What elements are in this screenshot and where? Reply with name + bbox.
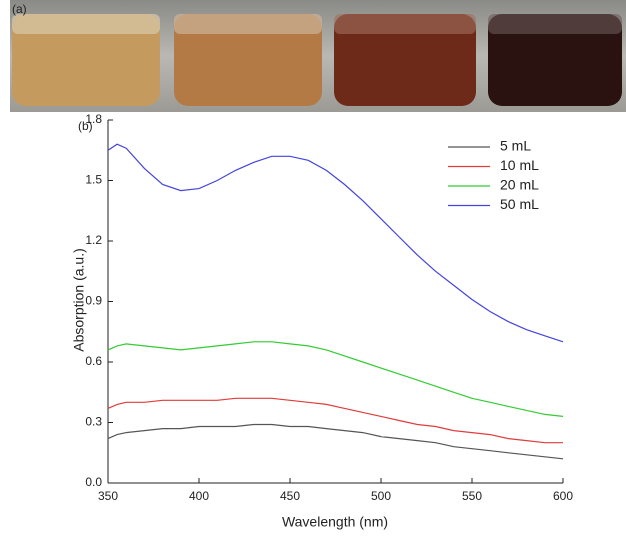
data-line — [107, 341, 564, 417]
jar — [174, 14, 322, 106]
y-tick-label: 0.3 — [85, 415, 102, 429]
panel-label: (b) — [78, 119, 93, 133]
y-tick-label: 0.9 — [85, 294, 102, 308]
y-tick-label: 0.0 — [85, 475, 102, 489]
legend-label: 5 mL — [500, 138, 531, 154]
x-tick-label: 600 — [553, 489, 573, 503]
data-line — [107, 143, 564, 343]
data-line — [107, 397, 563, 444]
jar-neck — [334, 14, 476, 34]
x-tick-label: 550 — [462, 489, 482, 503]
y-tick-label: 1.2 — [85, 233, 102, 247]
jar — [488, 14, 622, 106]
legend-label: 10 mL — [500, 157, 539, 173]
x-tick-label: 500 — [371, 489, 391, 503]
jar-neck — [174, 14, 322, 34]
panel-label: (a) — [12, 2, 27, 16]
y-axis-label: Absorption (a.u.) — [71, 248, 87, 352]
x-tick-label: 400 — [189, 489, 209, 503]
photo: (a) — [10, 0, 626, 112]
data-line — [107, 423, 564, 460]
jar — [12, 14, 160, 106]
jar-neck — [488, 14, 622, 34]
jar — [334, 14, 476, 106]
legend-label: 50 mL — [500, 196, 539, 212]
x-axis-label: Wavelength (nm) — [282, 514, 388, 530]
x-tick-label: 350 — [98, 489, 118, 503]
legend-label: 20 mL — [500, 177, 539, 193]
y-tick-label: 0.6 — [85, 354, 102, 368]
x-tick-label: 450 — [280, 489, 300, 503]
y-tick-label: 1.5 — [85, 173, 102, 187]
jar-neck — [12, 14, 160, 34]
y-tick-label: 1.8 — [85, 112, 102, 126]
